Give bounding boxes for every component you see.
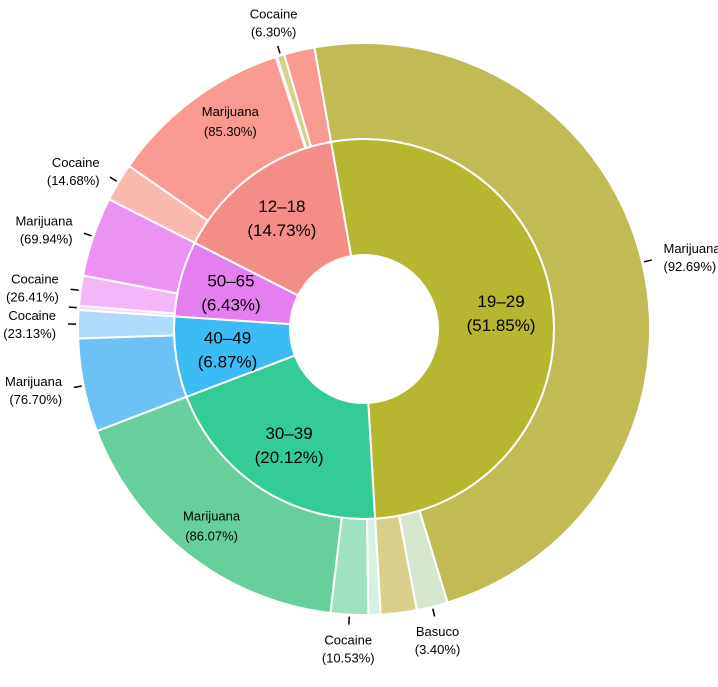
label-tick	[643, 259, 653, 263]
outer-label-percent: (26.41%)	[6, 290, 59, 305]
outer-label-name: Cocaine	[11, 272, 59, 287]
outer-label-name: Marijuana	[202, 104, 260, 119]
outer-ring	[77, 42, 651, 616]
outer-label-percent: (85.30%)	[204, 124, 257, 139]
outer-label-name: Basuco	[416, 624, 459, 639]
outer-label-percent: (76.70%)	[9, 392, 62, 407]
label-tick	[432, 608, 436, 617]
outer-label-name: Marijuana	[183, 509, 241, 524]
outer-label-percent: (86.07%)	[185, 529, 238, 544]
inner-label-group: 12–18	[258, 197, 305, 216]
outer-label-name: Cocaine	[250, 6, 298, 21]
outer-label-percent: (92.69%)	[663, 259, 716, 274]
label-tick	[109, 176, 118, 182]
inner-label-group: 19–29	[477, 292, 524, 311]
outer-label-name: Marijuana	[663, 241, 718, 256]
outer-label-percent: (69.94%)	[20, 231, 73, 246]
inner-label-group: 30–39	[265, 424, 312, 443]
outer-label-name: Marijuana	[5, 374, 63, 389]
label-tick	[70, 288, 79, 292]
outer-label-percent: (23.13%)	[3, 326, 56, 341]
outer-label-percent: (10.53%)	[322, 651, 375, 666]
outer-label-percent: (6.30%)	[251, 24, 297, 39]
labels-layer: 19–29 (51.85%) Marijuana (92.69%) Basuco (3.4…	[3, 6, 718, 665]
outer-wedge-extra-cocaine	[275, 53, 313, 150]
outer-label-name: Cocaine	[8, 308, 56, 323]
label-tick	[83, 232, 92, 237]
inner-label-percent: (6.43%)	[201, 295, 261, 314]
outer-wedge-19-29-marijuana	[313, 42, 651, 604]
outer-label-percent: (3.40%)	[415, 642, 461, 657]
label-tick	[73, 385, 82, 389]
outer-label-name: Cocaine	[52, 155, 100, 170]
inner-label-group: 40–49	[204, 328, 251, 347]
label-tick	[68, 306, 77, 309]
outer-label-name: Cocaine	[324, 633, 372, 648]
inner-label-percent: (20.12%)	[255, 448, 324, 467]
label-tick	[276, 45, 281, 54]
inner-label-percent: (6.87%)	[198, 352, 258, 371]
outer-label-percent: (14.68%)	[47, 173, 100, 188]
outer-label-name: Marijuana	[15, 213, 73, 228]
inner-label-group: 50–65	[207, 271, 254, 290]
inner-label-percent: (14.73%)	[247, 221, 316, 240]
outer-wedge-12-18-marijuana	[127, 46, 333, 223]
outer-wedge-30-39-marijuana	[95, 395, 343, 615]
inner-label-percent: (51.85%)	[467, 316, 536, 335]
